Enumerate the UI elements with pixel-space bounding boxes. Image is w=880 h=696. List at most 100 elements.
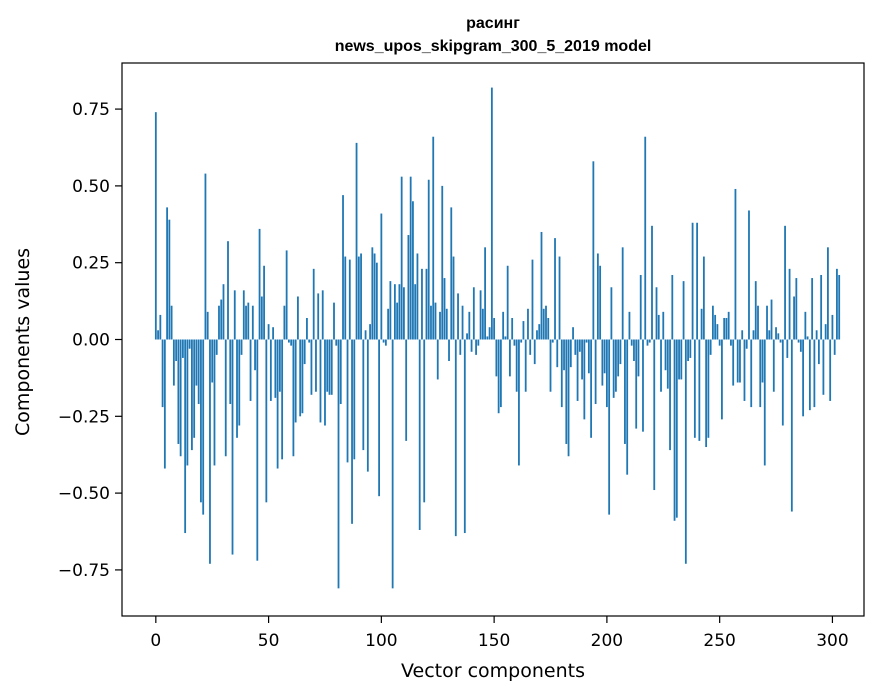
bar [560, 339, 563, 408]
y-tick-label: −0.25 [58, 407, 110, 427]
bar [409, 176, 412, 340]
bar [290, 339, 293, 346]
bar [777, 333, 780, 340]
bar [524, 339, 527, 392]
bar [276, 339, 279, 469]
bar [527, 308, 529, 340]
bar [328, 339, 331, 395]
bar [813, 339, 816, 408]
bar [808, 339, 811, 411]
bar [682, 281, 685, 340]
bar [168, 219, 171, 340]
bar [666, 339, 669, 389]
bar [583, 339, 586, 420]
bar [380, 213, 383, 340]
bar [766, 305, 768, 340]
bar [693, 339, 696, 438]
bar [281, 339, 284, 460]
bar [414, 284, 417, 340]
bar [734, 188, 737, 340]
bar [175, 339, 178, 362]
bar [227, 241, 229, 340]
bar [748, 210, 750, 340]
bar [393, 284, 396, 340]
bar [768, 330, 771, 340]
bar [605, 339, 608, 408]
bar [651, 225, 653, 340]
bar [412, 201, 414, 340]
bar [660, 339, 662, 392]
bar [233, 290, 236, 340]
bar [761, 339, 764, 383]
bar [745, 339, 748, 349]
x-tick-label: 0 [150, 631, 161, 651]
bar [671, 274, 674, 340]
bar [633, 339, 635, 362]
bar [263, 265, 265, 340]
bar [775, 327, 777, 340]
bar [504, 336, 507, 340]
y-tick-label: −0.75 [58, 561, 110, 581]
chart-title: расинг [466, 15, 520, 32]
bar [191, 339, 193, 451]
bar [369, 324, 371, 340]
bar [497, 339, 500, 414]
bar [831, 314, 834, 340]
bar [454, 339, 457, 537]
bar [238, 339, 241, 426]
bar [231, 339, 234, 555]
bar [587, 339, 590, 374]
bar [400, 176, 403, 340]
y-axis-label: Components values [12, 248, 34, 436]
bar [770, 299, 773, 340]
bar [657, 314, 660, 340]
x-tick-label: 150 [478, 631, 510, 651]
bar [502, 311, 505, 340]
bar [432, 136, 435, 340]
bar [811, 278, 814, 340]
bar [714, 314, 717, 340]
bar [725, 317, 728, 340]
bar [342, 195, 344, 340]
bar [601, 339, 604, 386]
bar [457, 293, 459, 340]
bar [459, 339, 462, 355]
bar [481, 308, 484, 340]
bar [540, 231, 543, 340]
bar [698, 339, 701, 441]
bar [495, 339, 498, 377]
bar [628, 311, 631, 340]
bar [278, 339, 281, 392]
bar [202, 339, 205, 515]
bar [421, 268, 423, 340]
bar [157, 330, 159, 340]
bar [644, 136, 647, 340]
bar [675, 339, 678, 518]
bar [484, 247, 486, 340]
bar [172, 339, 175, 386]
bar [680, 339, 683, 380]
bar [793, 296, 795, 340]
bar [317, 293, 320, 340]
bar [418, 339, 421, 530]
bar [448, 339, 450, 362]
bar [479, 290, 482, 340]
bar [351, 339, 353, 524]
bar [215, 339, 218, 355]
bar [585, 339, 588, 343]
bar [213, 339, 216, 466]
bar [716, 324, 719, 340]
bar [272, 327, 274, 340]
bar [181, 339, 184, 358]
bar [563, 339, 565, 371]
y-tick-label: −0.50 [58, 484, 110, 504]
bar [581, 339, 583, 380]
bar [569, 339, 572, 368]
bar [166, 207, 168, 340]
bar [721, 339, 723, 420]
bar [648, 339, 651, 343]
bar [371, 247, 374, 340]
bar [416, 253, 419, 340]
bar [718, 339, 721, 346]
bar [732, 339, 735, 386]
